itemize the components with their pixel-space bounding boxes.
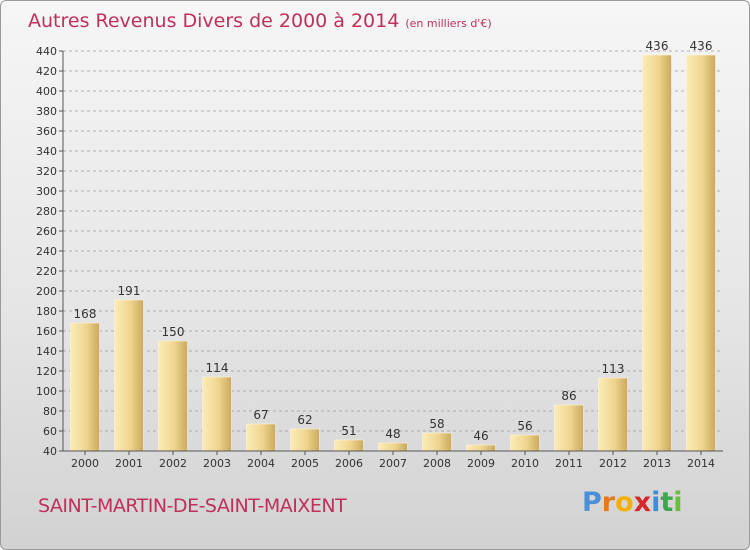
bar bbox=[686, 54, 716, 452]
chart-title: Autres Revenus Divers de 2000 à 2014 (en … bbox=[28, 10, 492, 32]
x-tick-label: 2006 bbox=[335, 457, 363, 470]
y-tick-label: 260 bbox=[36, 225, 57, 238]
commune-name: SAINT-MARTIN-DE-SAINT-MAIXENT bbox=[38, 495, 347, 517]
x-tick-label: 2004 bbox=[247, 457, 275, 470]
logo-letter: i bbox=[651, 487, 661, 518]
bar-value-label: 150 bbox=[162, 325, 185, 339]
bar-value-label: 191 bbox=[118, 284, 141, 298]
chart-title-text: Autres Revenus Divers de 2000 à 2014 bbox=[28, 10, 400, 32]
y-tick-label: 40 bbox=[43, 445, 57, 458]
bar-value-label: 51 bbox=[341, 424, 356, 438]
bar-value-label: 114 bbox=[206, 361, 229, 375]
y-tick-label: 400 bbox=[36, 85, 57, 98]
bar bbox=[466, 444, 496, 452]
bar bbox=[202, 376, 232, 452]
x-tick-label: 2011 bbox=[555, 457, 583, 470]
bar-value-label: 436 bbox=[646, 39, 669, 53]
y-tick-label: 100 bbox=[36, 385, 57, 398]
x-tick-label: 2005 bbox=[291, 457, 319, 470]
bar bbox=[114, 299, 144, 452]
x-tick-label: 2014 bbox=[687, 457, 715, 470]
x-tick-label: 2001 bbox=[115, 457, 143, 470]
y-tick-label: 300 bbox=[36, 185, 57, 198]
y-tick-label: 180 bbox=[36, 305, 57, 318]
x-tick-label: 2012 bbox=[599, 457, 627, 470]
y-tick-label: 120 bbox=[36, 365, 57, 378]
bar bbox=[158, 340, 188, 452]
x-tick-label: 2010 bbox=[511, 457, 539, 470]
logo-letter: o bbox=[615, 487, 634, 518]
bars: 168 191 150 114 67 62 51 48 58 46 56 86 113 436 436 bbox=[70, 39, 716, 452]
bar bbox=[598, 377, 628, 452]
x-tick-label: 2007 bbox=[379, 457, 407, 470]
x-tick-label: 2000 bbox=[71, 457, 99, 470]
bar bbox=[510, 434, 540, 452]
chart-unit-note: (en milliers d'€) bbox=[405, 17, 492, 30]
x-tick-label: 2008 bbox=[423, 457, 451, 470]
x-tick-label: 2003 bbox=[203, 457, 231, 470]
y-tick-label: 140 bbox=[36, 345, 57, 358]
y-axis: 40 60 80 100 120 140 160 180 200 220 240 260 280 300 3… bbox=[36, 45, 63, 458]
x-tick-label: 2002 bbox=[159, 457, 187, 470]
bar-value-label: 48 bbox=[385, 427, 400, 441]
logo-letter: i bbox=[673, 487, 683, 518]
bar bbox=[290, 428, 320, 452]
bar bbox=[378, 442, 408, 452]
x-tick-label: 2013 bbox=[643, 457, 671, 470]
y-tick-label: 320 bbox=[36, 165, 57, 178]
y-tick-label: 160 bbox=[36, 325, 57, 338]
bar bbox=[642, 54, 672, 452]
bar-value-label: 168 bbox=[74, 307, 97, 321]
bar bbox=[334, 439, 364, 452]
y-tick-label: 340 bbox=[36, 145, 57, 158]
logo-letter: x bbox=[633, 487, 652, 518]
bar-value-label: 67 bbox=[253, 408, 268, 422]
y-tick-label: 80 bbox=[43, 405, 57, 418]
bar-value-label: 436 bbox=[690, 39, 713, 53]
y-tick-label: 280 bbox=[36, 205, 57, 218]
bar bbox=[554, 404, 584, 452]
y-tick-label: 200 bbox=[36, 285, 57, 298]
bar bbox=[422, 432, 452, 452]
proxiti-logo: Proxiti bbox=[582, 487, 683, 518]
bar-value-label: 113 bbox=[602, 362, 625, 376]
bar bbox=[246, 423, 276, 452]
bar-value-label: 56 bbox=[517, 419, 532, 433]
bar-value-label: 62 bbox=[297, 413, 312, 427]
y-tick-label: 240 bbox=[36, 245, 57, 258]
logo-letter: P bbox=[582, 487, 602, 518]
x-axis: 2000 2001 2002 2003 2004 2005 2006 2007 2008 2009… bbox=[71, 451, 715, 470]
bar-value-label: 46 bbox=[473, 429, 488, 443]
bar bbox=[70, 322, 100, 452]
x-tick-label: 2009 bbox=[467, 457, 495, 470]
y-tick-label: 360 bbox=[36, 125, 57, 138]
y-tick-label: 440 bbox=[36, 45, 57, 58]
y-tick-label: 220 bbox=[36, 265, 57, 278]
y-tick-label: 60 bbox=[43, 425, 57, 438]
y-tick-label: 380 bbox=[36, 105, 57, 118]
bar-value-label: 58 bbox=[429, 417, 444, 431]
bar-value-label: 86 bbox=[561, 389, 576, 403]
logo-letter: t bbox=[660, 487, 674, 518]
y-tick-label: 420 bbox=[36, 65, 57, 78]
logo-letter: r bbox=[601, 487, 616, 518]
